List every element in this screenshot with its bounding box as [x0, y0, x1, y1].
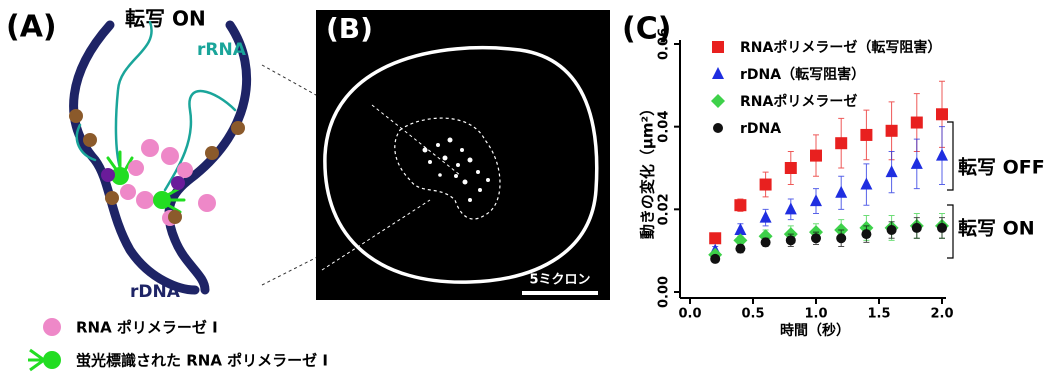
annotation: 転写 ON: [958, 218, 1035, 240]
point: [936, 148, 948, 161]
point: [936, 108, 948, 121]
rrna-label: rRNA: [197, 40, 247, 60]
legend-icon: [43, 351, 61, 369]
legend-icon: [28, 348, 45, 372]
point: [885, 165, 898, 178]
point: [735, 243, 746, 254]
cell-outline: [323, 46, 599, 284]
bracket: [947, 121, 954, 191]
micrograph: [316, 10, 610, 300]
nucleolus-outline: [394, 117, 501, 220]
point: [836, 233, 847, 244]
y-tick-label: 0.02: [657, 193, 672, 225]
diagram-dots: [69, 109, 245, 226]
x-tick-label: 1.5: [867, 307, 890, 322]
legend-marker: [711, 94, 725, 108]
scale-bar: [522, 291, 598, 295]
annotation: 転写 OFF: [958, 157, 1045, 179]
legend-label: 蛍光標識された RNA ポリメラーゼ I: [76, 352, 328, 370]
point: [835, 185, 848, 198]
point: [911, 222, 922, 233]
point: [885, 124, 898, 137]
point: [810, 194, 822, 207]
point: [759, 178, 772, 191]
bracket: [947, 204, 954, 259]
y-axis-title: 動きの変化（μm²）: [639, 101, 657, 239]
legend-label: RNA ポリメラーゼ I: [76, 319, 218, 337]
diagram: [69, 20, 252, 295]
point: [886, 225, 897, 235]
y-tick-label: 0.04: [657, 111, 672, 143]
point: [733, 233, 748, 248]
point: [784, 202, 797, 215]
point: [811, 233, 821, 244]
point: [709, 232, 722, 245]
legend-marker: [713, 123, 723, 133]
legend-marker: [712, 41, 724, 53]
point: [785, 235, 796, 246]
point: [910, 116, 923, 129]
point: [760, 237, 771, 248]
legend-label: RNAポリメラーゼ: [740, 93, 857, 110]
point: [860, 177, 873, 190]
x-tick-label: 2.0: [930, 307, 953, 322]
state-label: 転写 ON: [125, 7, 206, 31]
zoom-line: [371, 104, 461, 176]
panel-label: (C): [622, 12, 671, 47]
point: [759, 210, 772, 223]
point: [784, 162, 797, 174]
panel-label: (A): [6, 10, 57, 45]
x-tick-label: 1.0: [804, 307, 827, 322]
point: [860, 128, 873, 141]
legend-label: rDNA: [740, 121, 781, 137]
legend-icon: [43, 318, 61, 336]
point: [710, 253, 721, 264]
legend-label: RNAポリメラーゼ（転写阻害）: [740, 39, 941, 56]
scale-bar-label: 5ミクロン: [529, 273, 590, 288]
y-tick-label: 0.06: [657, 28, 672, 60]
point: [734, 223, 747, 235]
point: [810, 149, 822, 162]
x-tick-label: 0.5: [741, 307, 764, 322]
x-tick-label: 0.0: [678, 307, 701, 322]
foci: [422, 137, 490, 202]
panel-label: (B): [326, 12, 373, 45]
point: [937, 222, 947, 233]
x-axis-title: 時間（秒）: [780, 322, 850, 339]
point: [734, 199, 747, 212]
point: [861, 229, 872, 240]
point: [835, 137, 848, 150]
y-tick-label: 0.00: [657, 276, 672, 308]
point: [910, 156, 923, 169]
legend-marker: [712, 67, 724, 79]
legend-label: rDNA（転写阻害）: [740, 66, 865, 83]
rdna-label: rDNA: [130, 282, 181, 302]
